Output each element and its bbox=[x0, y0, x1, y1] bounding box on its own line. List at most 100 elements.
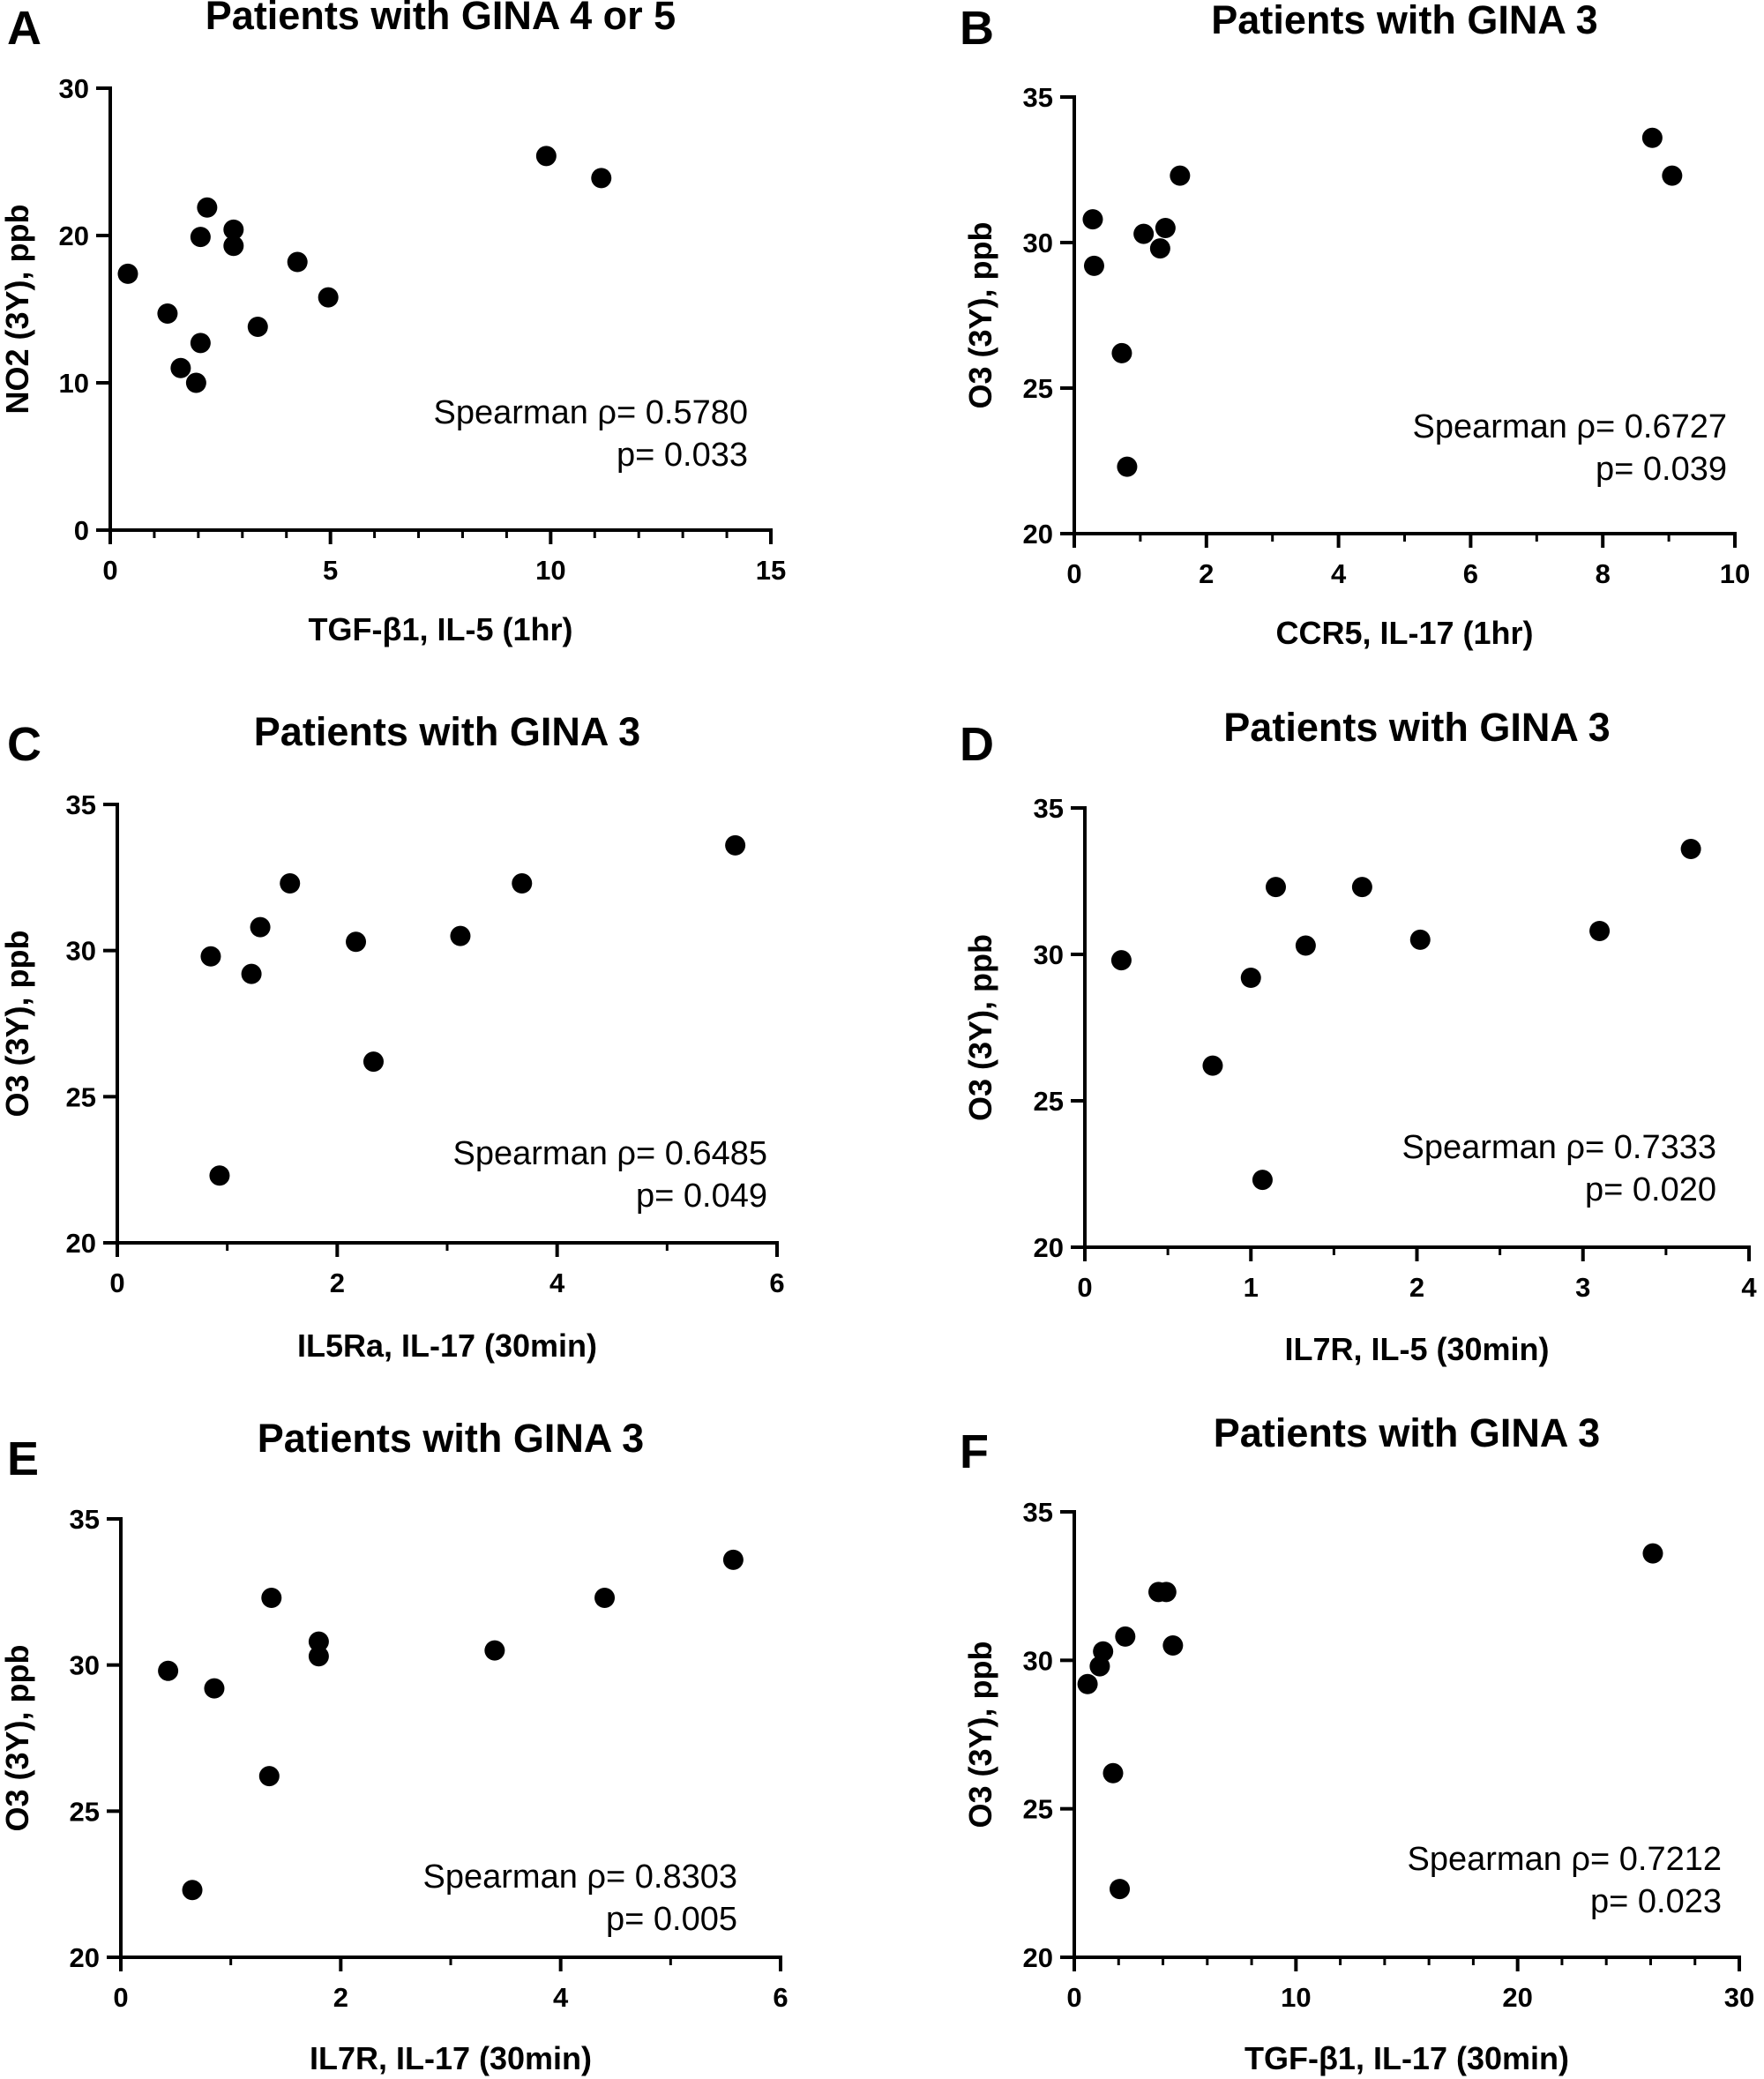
spearman-rho: Spearman ρ= 0.6727 bbox=[1413, 408, 1727, 445]
x-tick-label: 4 bbox=[1331, 558, 1347, 589]
x-axis-label: TGF-β1, IL-5 (1hr) bbox=[309, 611, 573, 647]
y-tick-label: 30 bbox=[1023, 1645, 1053, 1676]
panel-e: E Patients with GINA 3 20 25 30 35 0 2 4 6 IL7R, I… bbox=[0, 1416, 789, 2076]
data-point bbox=[170, 357, 191, 378]
p-value: p= 0.020 bbox=[1585, 1171, 1716, 1208]
y-tick-label: 20 bbox=[1023, 1942, 1053, 1973]
y-tick-label: 25 bbox=[66, 1081, 96, 1112]
data-point bbox=[158, 1660, 179, 1681]
data-point bbox=[209, 1165, 230, 1186]
data-point bbox=[1155, 218, 1176, 238]
y-tick-label: 20 bbox=[1023, 519, 1053, 550]
x-tick-label: 0 bbox=[102, 555, 117, 586]
panel-letter: D bbox=[960, 718, 994, 771]
data-point bbox=[185, 372, 206, 393]
x-tick-label: 0 bbox=[1066, 1982, 1081, 2013]
data-point bbox=[1170, 165, 1191, 186]
data-point bbox=[1265, 877, 1286, 898]
panel-f: F Patients with GINA 3 20 25 30 35 0 10 20 30 TGF-… bbox=[960, 1410, 1754, 2076]
x-tick-label: 6 bbox=[773, 1982, 788, 2013]
data-point bbox=[247, 317, 268, 338]
data-point bbox=[204, 1678, 225, 1699]
x-axis-label: IL7R, IL-5 (30min) bbox=[1284, 1331, 1549, 1367]
x-tick-label: 5 bbox=[323, 555, 338, 586]
p-value: p= 0.039 bbox=[1596, 451, 1727, 488]
panel-letter: A bbox=[7, 2, 41, 55]
data-point bbox=[1155, 1582, 1177, 1603]
data-point bbox=[117, 263, 138, 284]
panel-title: Patients with GINA 3 bbox=[258, 1416, 644, 1461]
y-axis-label: O3 (3Y), ppb bbox=[0, 930, 35, 1117]
data-point bbox=[1111, 342, 1132, 363]
data-point bbox=[1162, 1635, 1184, 1656]
data-point bbox=[1115, 1626, 1136, 1647]
data-point bbox=[200, 946, 221, 967]
data-point bbox=[1240, 968, 1261, 989]
data-point bbox=[157, 303, 178, 325]
data-point bbox=[223, 236, 244, 257]
p-value: p= 0.049 bbox=[636, 1178, 767, 1215]
y-tick-label: 20 bbox=[66, 1228, 96, 1259]
data-point bbox=[1093, 1641, 1114, 1662]
data-point bbox=[190, 333, 211, 354]
data-point bbox=[722, 1549, 744, 1570]
panel-d: D Patients with GINA 3 20 25 30 35 0 1 2 3 4 IL7R, … bbox=[960, 705, 1757, 1367]
panel-letter: C bbox=[7, 718, 41, 771]
data-point bbox=[363, 1051, 384, 1073]
y-tick-label: 20 bbox=[1034, 1232, 1064, 1263]
y-axis-label: O3 (3Y), ppb bbox=[962, 1641, 998, 1828]
x-tick-label: 20 bbox=[1502, 1982, 1532, 2013]
y-axis-label: NO2 (3Y), ppb bbox=[0, 204, 35, 414]
x-tick-label: 4 bbox=[553, 1982, 569, 2013]
panel-title: Patients with GINA 4 or 5 bbox=[206, 0, 676, 38]
x-tick-label: 3 bbox=[1575, 1272, 1590, 1303]
y-axis-label: O3 (3Y), ppb bbox=[962, 934, 998, 1121]
data-point bbox=[223, 219, 244, 240]
data-point bbox=[1252, 1170, 1273, 1191]
y-tick-label: 20 bbox=[70, 1942, 100, 1973]
panel-title: Patients with GINA 3 bbox=[1223, 705, 1610, 750]
x-tick-label: 15 bbox=[756, 555, 786, 586]
x-tick-label: 10 bbox=[1720, 558, 1750, 589]
data-point bbox=[1082, 209, 1103, 230]
y-tick-label: 30 bbox=[1034, 939, 1064, 970]
data-point bbox=[1295, 935, 1316, 956]
data-point bbox=[1102, 1762, 1124, 1784]
data-point bbox=[1133, 223, 1155, 244]
x-tick-label: 0 bbox=[109, 1268, 124, 1298]
y-tick-label: 30 bbox=[70, 1650, 100, 1681]
x-tick-label: 4 bbox=[549, 1268, 565, 1298]
y-tick-label: 30 bbox=[66, 936, 96, 967]
data-point bbox=[1110, 1879, 1131, 1900]
data-point bbox=[258, 1766, 280, 1787]
data-point bbox=[241, 963, 262, 984]
x-axis-label: TGF-β1, IL-17 (30min) bbox=[1245, 2040, 1569, 2076]
data-point bbox=[1642, 1543, 1663, 1564]
data-point bbox=[1589, 920, 1611, 941]
y-tick-label: 20 bbox=[59, 221, 89, 251]
y-tick-label: 10 bbox=[59, 368, 89, 399]
y-axis-label: O3 (3Y), ppb bbox=[0, 1644, 35, 1831]
p-value: p= 0.005 bbox=[606, 1901, 737, 1938]
data-point bbox=[1351, 877, 1372, 898]
x-tick-label: 0 bbox=[1077, 1272, 1092, 1303]
y-tick-label: 35 bbox=[1034, 793, 1064, 824]
x-tick-label: 1 bbox=[1244, 1272, 1259, 1303]
x-tick-label: 2 bbox=[333, 1982, 348, 2013]
data-point bbox=[280, 872, 301, 894]
x-tick-label: 2 bbox=[1409, 1272, 1424, 1303]
y-tick-label: 35 bbox=[1023, 82, 1053, 113]
data-point bbox=[1149, 238, 1170, 259]
x-tick-label: 8 bbox=[1596, 558, 1611, 589]
x-tick-label: 4 bbox=[1741, 1272, 1757, 1303]
y-tick-label: 25 bbox=[1023, 1794, 1053, 1825]
x-tick-label: 2 bbox=[1199, 558, 1214, 589]
data-point bbox=[346, 931, 367, 953]
panel-c: C Patients with GINA 3 20 25 30 35 0 2 4 6 IL5Ra, … bbox=[0, 709, 785, 1364]
panel-title: Patients with GINA 3 bbox=[1214, 1410, 1600, 1455]
data-point bbox=[512, 872, 533, 894]
y-tick-label: 35 bbox=[70, 1504, 100, 1535]
data-point bbox=[1409, 929, 1431, 950]
x-axis-label: IL5Ra, IL-17 (30min) bbox=[297, 1327, 597, 1364]
spearman-rho: Spearman ρ= 0.7212 bbox=[1408, 1841, 1722, 1878]
